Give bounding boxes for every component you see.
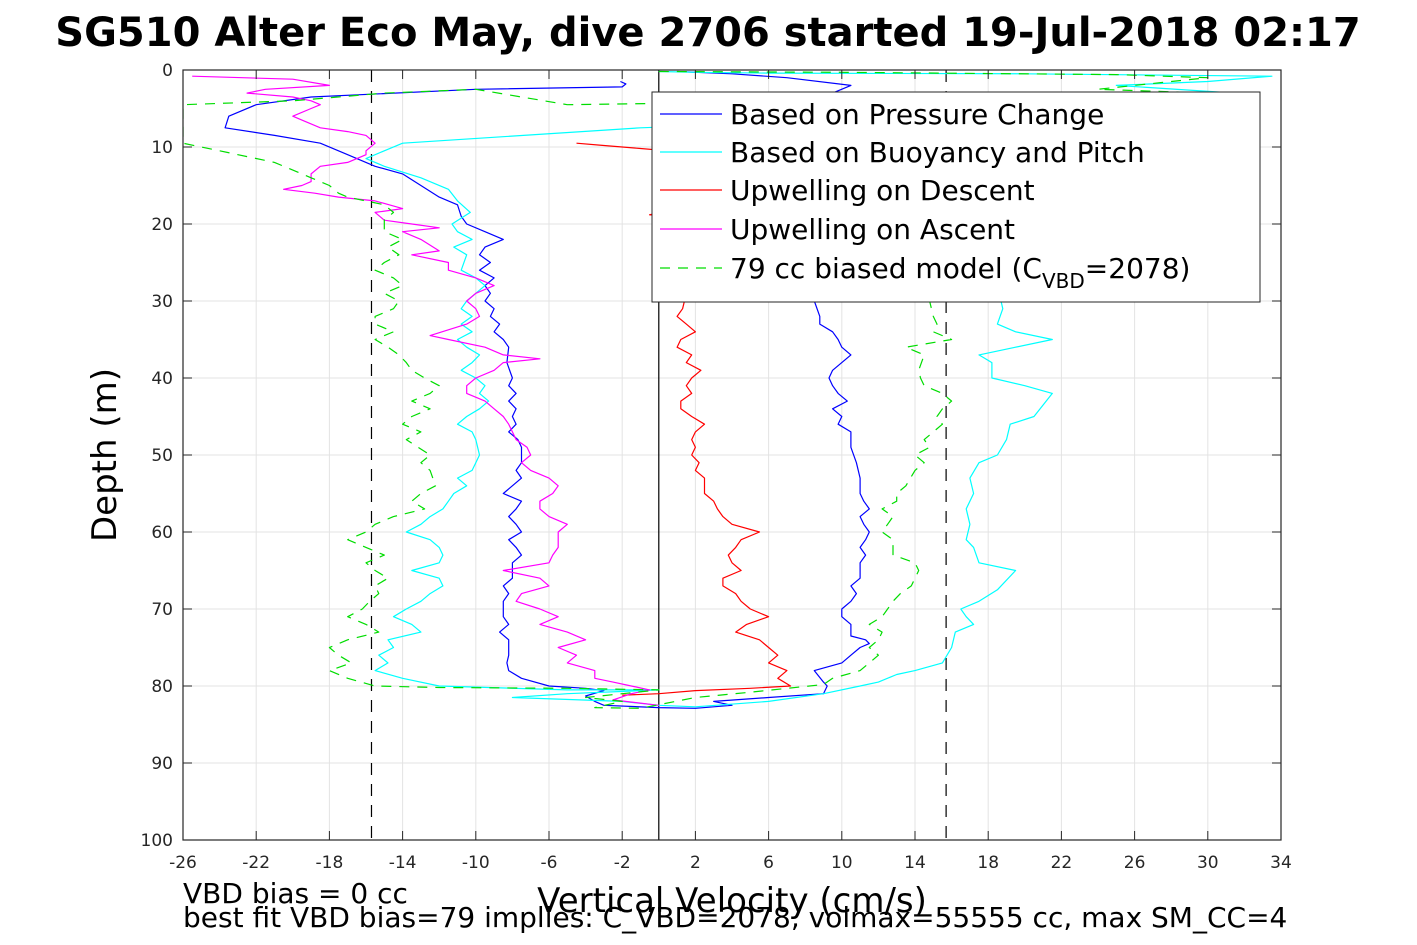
x-tick-label: -10 — [462, 853, 490, 873]
x-tick-label: 30 — [1197, 853, 1219, 873]
legend-label-upwelling-descent: Upwelling on Descent — [730, 174, 1035, 207]
x-axis-ticks: -26 -22 -18 -14 -10 -6 -2 2 6 10 14 18 22 26 30 34 — [169, 70, 1292, 873]
x-tick-label: -2 — [614, 853, 631, 873]
y-tick-label: 90 — [151, 754, 173, 774]
y-tick-label: 80 — [151, 677, 173, 697]
x-tick-label: 6 — [763, 853, 774, 873]
y-tick-label: 20 — [151, 215, 173, 235]
y-tick-label: 60 — [151, 523, 173, 543]
legend-label-upwelling-ascent: Upwelling on Ascent — [730, 213, 1015, 246]
y-axis-label: Depth (m) — [85, 368, 125, 542]
legend-label-biased-prefix: 79 cc biased model (C — [730, 252, 1042, 285]
legend: Based on Pressure Change Based on Buoyan… — [651, 91, 1261, 303]
legend-label-biased-sub: VBD — [1042, 269, 1085, 293]
y-tick-label: 30 — [151, 292, 173, 312]
footer-best-fit: best fit VBD bias=79 implies: C_VBD=2078… — [183, 901, 1287, 934]
legend-label-biased-model: 79 cc biased model (CVBD=2078) — [730, 252, 1190, 293]
legend-label-buoyancy: Based on Buoyancy and Pitch — [730, 136, 1145, 169]
y-tick-label: 10 — [151, 138, 173, 158]
x-tick-label: 34 — [1270, 853, 1292, 873]
y-tick-label: 70 — [151, 600, 173, 620]
footer-vbd-bias: VBD bias = 0 cc — [183, 877, 408, 910]
x-tick-label: 26 — [1124, 853, 1146, 873]
x-tick-label: -22 — [242, 853, 270, 873]
x-tick-label: -18 — [316, 853, 344, 873]
legend-label-pressure: Based on Pressure Change — [730, 98, 1104, 131]
chart-title: SG510 Alter Eco May, dive 2706 started 1… — [55, 10, 1360, 56]
y-axis-ticks: 0 10 20 30 40 50 60 70 80 90 100 — [141, 61, 1281, 851]
x-tick-label: 22 — [1051, 853, 1073, 873]
x-tick-label: 10 — [831, 853, 853, 873]
series-line-1 — [365, 70, 1273, 708]
legend-box — [651, 91, 1261, 303]
x-tick-label: 2 — [690, 853, 701, 873]
data-series — [183, 70, 1273, 709]
series-line-0 — [224, 70, 870, 709]
x-tick-label: -26 — [169, 853, 197, 873]
x-tick-label: 14 — [904, 853, 926, 873]
y-tick-label: 0 — [162, 61, 173, 81]
y-tick-label: 40 — [151, 369, 173, 389]
series-line-3 — [192, 75, 659, 706]
x-tick-label: -6 — [541, 853, 558, 873]
x-axis-label: Vertical Velocity (cm/s) — [537, 881, 927, 921]
x-tick-label: 18 — [977, 853, 999, 873]
y-tick-label: 50 — [151, 446, 173, 466]
x-tick-label: -14 — [389, 853, 417, 873]
legend-label-biased-suffix: =2078) — [1085, 252, 1191, 285]
y-tick-label: 100 — [141, 831, 173, 851]
